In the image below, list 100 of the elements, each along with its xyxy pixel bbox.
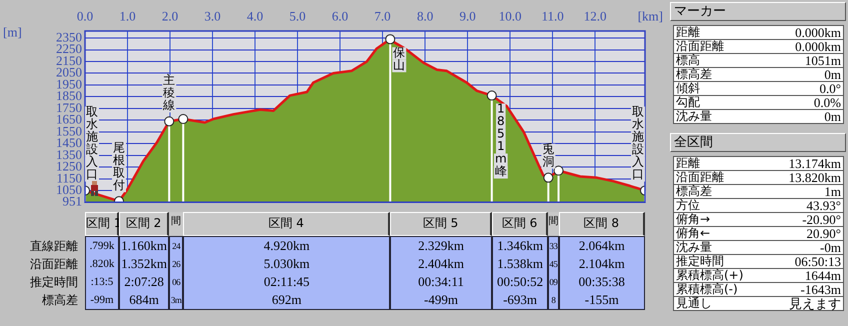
x-tick-label: 4.0	[246, 8, 264, 24]
text: 09	[549, 277, 558, 287]
category-label: 間	[548, 212, 559, 236]
point	[178, 114, 188, 124]
category-label: 標高差	[42, 293, 78, 307]
text: 06	[172, 277, 180, 287]
text: 2.104km	[578, 256, 625, 271]
text: .799k	[90, 240, 114, 252]
text: 5.030km	[264, 256, 310, 271]
text: 8	[551, 295, 556, 305]
text: 06:50:13	[794, 254, 841, 269]
x-tick-label: 2.0	[162, 8, 178, 24]
text: 43.93°	[806, 198, 841, 213]
text: 1m	[824, 184, 841, 199]
x-tick-label: 7.0	[374, 8, 391, 24]
text: -1643m	[800, 282, 841, 297]
x-tick-label: 10.0	[498, 8, 522, 24]
text: 2.064km	[578, 238, 625, 253]
text: 4.920km	[264, 238, 310, 253]
category-label: 区間 2	[126, 216, 162, 230]
category-label: 区間 5	[390, 212, 492, 236]
point	[385, 34, 396, 44]
text: -499m	[424, 292, 458, 307]
text: 累積標高(-)	[676, 282, 738, 296]
x-tick-label: 1.0	[119, 8, 136, 24]
text: 全区間	[670, 133, 846, 152]
text: 距離	[676, 25, 700, 39]
text: 2.404km	[418, 256, 464, 271]
text: 標高差	[676, 67, 712, 81]
text: -99m	[90, 294, 114, 306]
text: 1.352km	[121, 256, 168, 271]
text: 見通し	[676, 296, 712, 310]
annotation: 主稜線	[162, 72, 176, 112]
text: 1644m	[804, 268, 841, 283]
text: 24	[172, 241, 180, 251]
text: -155m	[584, 292, 619, 307]
text: 1.346km	[497, 238, 543, 253]
text: 俯角←	[676, 226, 710, 240]
category-label: 直線距離	[30, 239, 78, 253]
text: 33	[549, 241, 558, 251]
category-label: 区間 6	[492, 212, 548, 236]
point	[486, 90, 497, 101]
text: 20.90°	[806, 226, 841, 241]
text: 13.820km	[788, 170, 841, 185]
text: 俯角→	[676, 212, 710, 226]
text: 2:07:28	[124, 274, 164, 289]
text: 692m	[272, 292, 302, 307]
text: 26	[172, 259, 180, 269]
text: 沿面距離	[676, 39, 724, 53]
text: -0m	[820, 240, 841, 255]
text: 0.0%	[814, 95, 841, 110]
y-axis-title: [m]	[3, 24, 22, 40]
annotation: 尾根取付	[112, 140, 126, 192]
text: 2.329km	[418, 238, 464, 253]
text: 距離	[676, 156, 700, 170]
text: 勾配	[676, 95, 700, 109]
category-label: 区間 8	[558, 212, 645, 236]
text: 3m	[170, 295, 182, 305]
x-tick-label: 12.0	[584, 8, 606, 24]
annotation: 保山	[393, 45, 406, 72]
point	[554, 166, 564, 176]
text: -693m	[503, 292, 538, 307]
text: 沈み量	[676, 240, 712, 254]
point	[164, 116, 174, 126]
text: 0.000km	[795, 25, 841, 40]
text: 1051m	[804, 53, 841, 68]
text: 1.160km	[121, 238, 168, 253]
text: 1.538km	[497, 256, 543, 271]
text: 見えます	[789, 296, 841, 311]
text: 0m	[824, 67, 841, 82]
annotation: 取水施設入口	[632, 104, 644, 182]
text: 標高	[676, 53, 700, 67]
x-tick-label: 9.0	[459, 8, 476, 24]
x-tick-label: 5.0	[289, 8, 306, 24]
text: 標高差	[676, 184, 712, 198]
text: マーカー	[670, 2, 846, 21]
category-label: 沿面距離	[30, 257, 78, 271]
text: 傾斜	[676, 81, 700, 95]
text: -20.90°	[802, 212, 841, 227]
text: 00:35:38	[578, 274, 625, 289]
text: 沿面距離	[676, 170, 724, 184]
annotation: 1851m峰	[494, 102, 507, 178]
x-tick-label: 11.0	[541, 8, 564, 24]
text: 00:50:52	[496, 274, 544, 289]
text: :13:5	[90, 276, 114, 288]
text: 02:11:45	[264, 274, 310, 289]
annotation: 兎洞	[542, 142, 554, 168]
text: 沈み量	[676, 109, 712, 123]
x-tick-label: 0.0	[76, 8, 94, 24]
x-axis-title: [km]	[638, 8, 663, 24]
text: 0.0°	[820, 81, 841, 96]
annotation: 取水施設入口	[86, 104, 98, 182]
category-label: 間	[169, 212, 184, 236]
point	[543, 172, 554, 183]
x-tick-label: 6.0	[332, 8, 348, 24]
text: 方位	[676, 198, 700, 212]
x-tick-label: 8.0	[416, 8, 434, 24]
text: 00:34:11	[418, 274, 464, 289]
text: 13.174km	[788, 156, 841, 171]
text: 0.000km	[795, 39, 841, 54]
